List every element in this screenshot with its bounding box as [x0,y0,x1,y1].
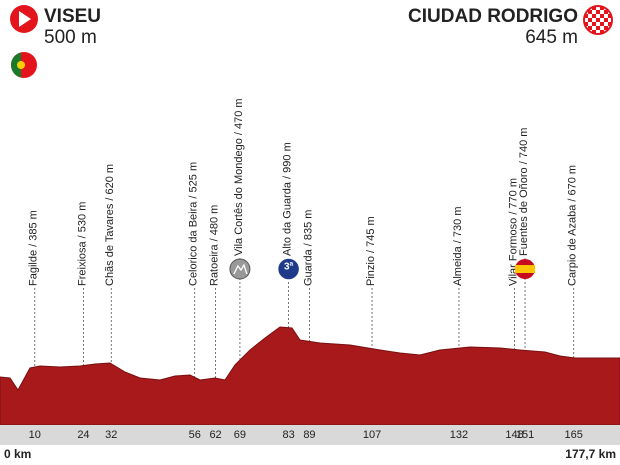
start-arrow [19,11,31,27]
checker-square [604,14,608,18]
axis-start: 0 km [4,447,31,461]
checker-square [608,18,612,22]
mountain-shape [233,263,248,275]
waypoint-label: Carpio de Azaba / 670 m [567,165,579,286]
checker-square [596,6,600,10]
waypoint-label: Freixiosa / 530 m [76,202,88,286]
start-altitude: 500 m [44,27,97,48]
checker-square [604,22,608,26]
checker-square [592,10,596,14]
elevation-profile [0,326,620,426]
checker-square [600,22,604,26]
checker-square [604,18,608,22]
checker-square [604,26,608,30]
waypoint-label: Vila Cortês do Mondego / 470 m [233,98,245,256]
checker-square [608,22,612,26]
checker-square [588,18,592,22]
checker-square [600,18,604,22]
km-label: 107 [363,429,381,441]
km-label: 56 [189,429,201,441]
waypoint-label: Fagilde / 385 m [28,210,40,286]
km-label: 24 [77,429,89,441]
climb-icon [276,257,301,281]
km-label: 83 [282,429,294,441]
checker-square [596,30,600,34]
km-label: 132 [450,429,468,441]
climb-category: 3ª [284,262,294,273]
finish-flag-ring [583,5,613,35]
start-name: VISEU [44,6,101,27]
checker-square [584,14,588,18]
checker-square [584,22,588,26]
checker-square [592,30,596,34]
km-label: 148 [505,429,523,441]
km-label: 165 [565,429,583,441]
waypoint-labels: Fagilde / 385 m 10 Freixiosa / 530 m 24 Chãs… [28,98,583,440]
km-label: 62 [209,429,221,441]
checker-square [596,18,600,22]
km-band [0,425,620,445]
axis-end: 177,7 km [565,447,616,461]
checker-square [592,6,596,10]
checker-square [608,14,612,18]
waypoint-label: Pinzio / 745 m [365,216,377,286]
checker-square [592,22,596,26]
km-label: 32 [105,429,117,441]
checker-square [600,14,604,18]
km-label: 151 [516,429,534,441]
waypoint-label: Ratoeira / 480 m [208,205,220,286]
checker-square [604,10,608,14]
waypoint-label: Chãs de Tavares / 620 m [104,164,116,286]
waypoint-label: Celorico da Beira / 525 m [188,162,200,286]
checker-square [588,22,592,26]
checker-square [600,6,604,10]
checker-square [600,10,604,14]
spain-flag-band [515,265,536,273]
checker-square [588,26,592,30]
waypoint-label: Fuentes de Oñoro / 740 m [518,128,530,256]
portugal-flag [11,52,37,78]
checker-square [592,18,596,22]
checker-square [588,14,592,18]
waypoint-label: Vilar Formoso / 770 m [508,178,520,286]
km-label: 69 [234,429,246,441]
finish-altitude: 645 m [525,27,578,48]
checker-square [600,26,604,30]
km-label: 89 [303,429,315,441]
waypoint-label: Guarda / 835 m [302,210,314,286]
checker-square [596,14,600,18]
checker-square [596,26,600,30]
checker-square [588,10,592,14]
km-label: 10 [29,429,41,441]
checker-square [584,18,588,22]
checker-square [592,14,596,18]
waypoint-label: Alto da Guarda / 990 m [281,142,293,256]
checker-square [592,26,596,30]
waypoint-label: Almeida / 730 m [452,207,464,286]
finish-name: CIUDAD RODRIGO [408,6,578,27]
checker-square [596,10,600,14]
checker-square [600,30,604,34]
checker-square [596,22,600,26]
